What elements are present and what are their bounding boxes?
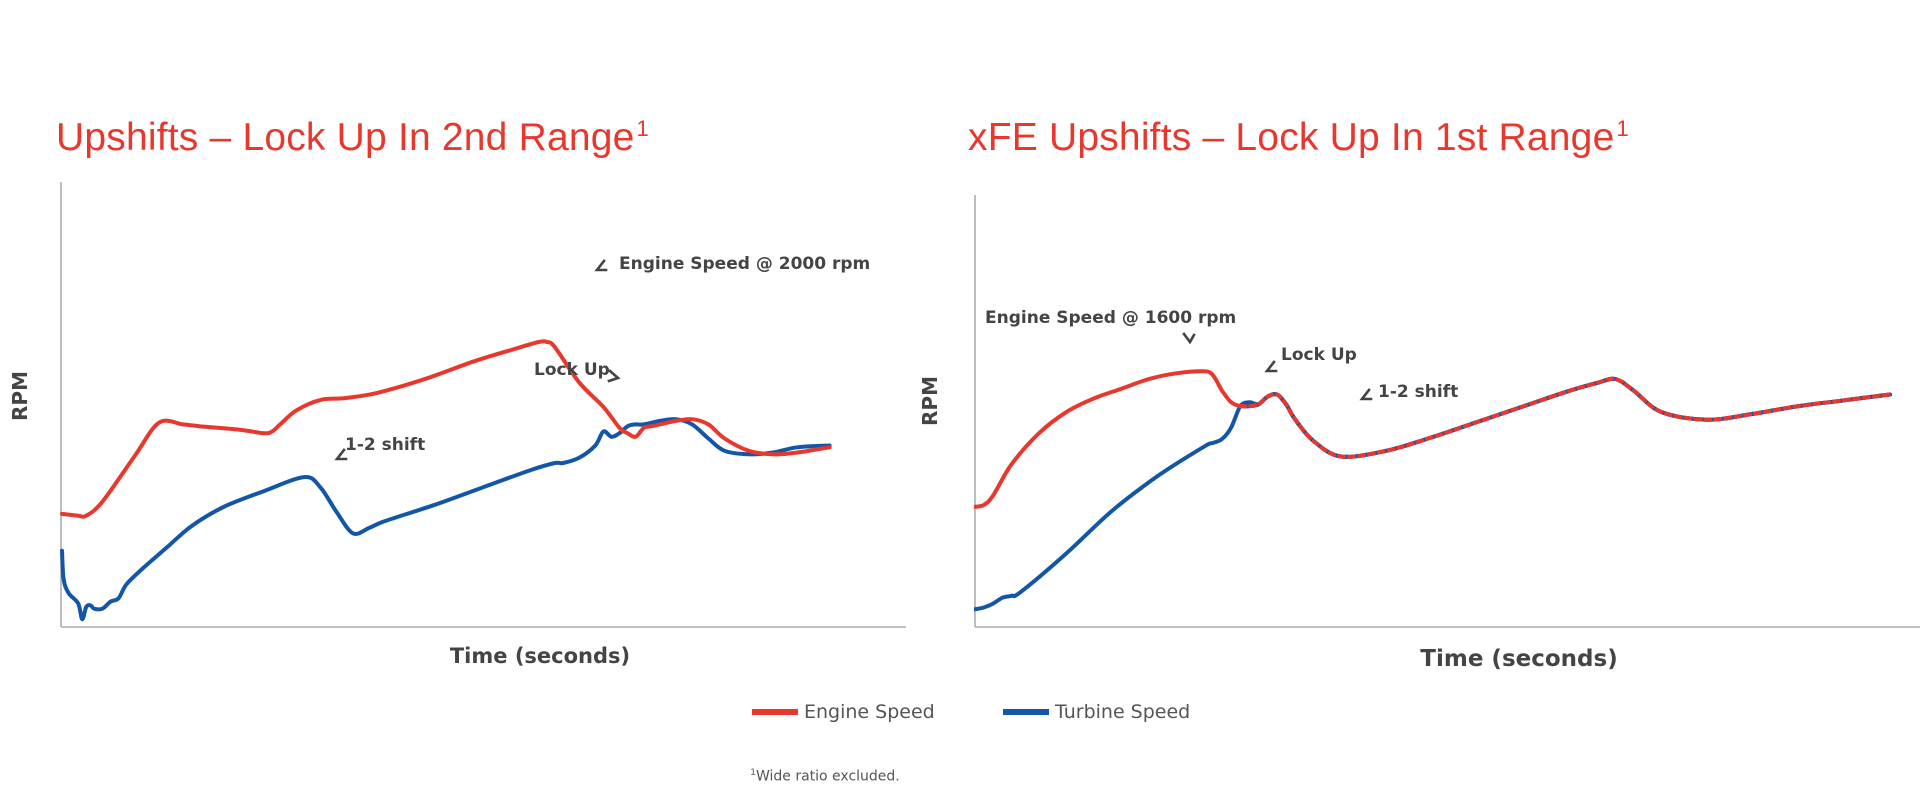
series-group-left xyxy=(60,339,832,622)
annotation-label-shift-right: 1-2 shift xyxy=(1378,382,1458,402)
annotation-engine-speed-right: Engine Speed @ 1600 rpm xyxy=(985,308,1236,345)
engine-speed-line-left xyxy=(60,339,832,519)
annotation-shift-right: 1-2 shift xyxy=(1359,382,1458,402)
annotation-label-lockup-right: Lock Up xyxy=(1281,345,1357,365)
footnote-mark: 1 xyxy=(750,768,756,778)
annotation-lock-up-left: Lock Up xyxy=(534,360,621,383)
y-axis-label-right: RPM xyxy=(918,376,942,426)
annotation-arrow-engine-right xyxy=(1182,332,1196,345)
y-axis-label-left: RPM xyxy=(8,371,32,421)
legend-label-turbine: Turbine Speed xyxy=(1055,701,1191,723)
legend-item-engine-speed: Engine Speed xyxy=(752,700,935,724)
legend-item-turbine-speed: Turbine Speed xyxy=(1003,700,1190,724)
annotation-arrow-engine-left xyxy=(594,259,608,272)
annotation-lock-up-right: Lock Up xyxy=(1264,345,1357,373)
annotation-label-shift-left: 1-2 shift xyxy=(345,435,425,455)
legend-swatch-engine xyxy=(752,709,798,715)
footnote: 1Wide ratio excluded. xyxy=(0,768,1650,785)
chart-title-left: Upshifts – Lock Up In 2nd Range1 xyxy=(56,116,649,160)
chart-title-right-note: 1 xyxy=(1616,116,1629,141)
annotation-label-engine-right: Engine Speed @ 1600 rpm xyxy=(985,308,1236,328)
footnote-text: Wide ratio excluded. xyxy=(755,768,900,785)
chart-title-left-text: Upshifts – Lock Up In 2nd Range xyxy=(56,116,635,159)
shared-segment-dash-right xyxy=(1238,376,1892,459)
annotation-label-lockup-left: Lock Up xyxy=(534,360,610,380)
annotation-label-engine-left: Engine Speed @ 2000 rpm xyxy=(619,254,870,274)
chart-left: Time (seconds) RPM Engine Speed @ 2000 r… xyxy=(8,182,906,668)
chart-legend: Engine Speed Turbine Speed xyxy=(0,700,1920,724)
annotation-arrow-lockup-right xyxy=(1264,360,1278,373)
chart-title-right: xFE Upshifts – Lock Up In 1st Range1 xyxy=(968,116,1629,160)
x-axis-label-left: Time (seconds) xyxy=(450,644,630,668)
annotation-arrow-shift-left xyxy=(334,448,348,461)
series-group-right xyxy=(974,369,1892,612)
annotation-arrow-shift-right xyxy=(1359,388,1373,401)
chart-right: Time (seconds) RPM Engine Speed @ 1600 r… xyxy=(918,195,1920,672)
annotation-engine-speed-left: Engine Speed @ 2000 rpm xyxy=(594,254,870,274)
legend-swatch-turbine xyxy=(1003,709,1049,715)
chart-title-left-note: 1 xyxy=(636,116,649,141)
legend-label-engine: Engine Speed xyxy=(804,701,935,723)
annotation-shift-left: 1-2 shift xyxy=(334,435,425,461)
turbine-speed-line-left xyxy=(60,417,832,622)
annotation-arrow-lockup-left xyxy=(607,369,621,383)
x-axis-label-right: Time (seconds) xyxy=(1420,646,1617,672)
chart-title-right-text: xFE Upshifts – Lock Up In 1st Range xyxy=(968,116,1615,159)
